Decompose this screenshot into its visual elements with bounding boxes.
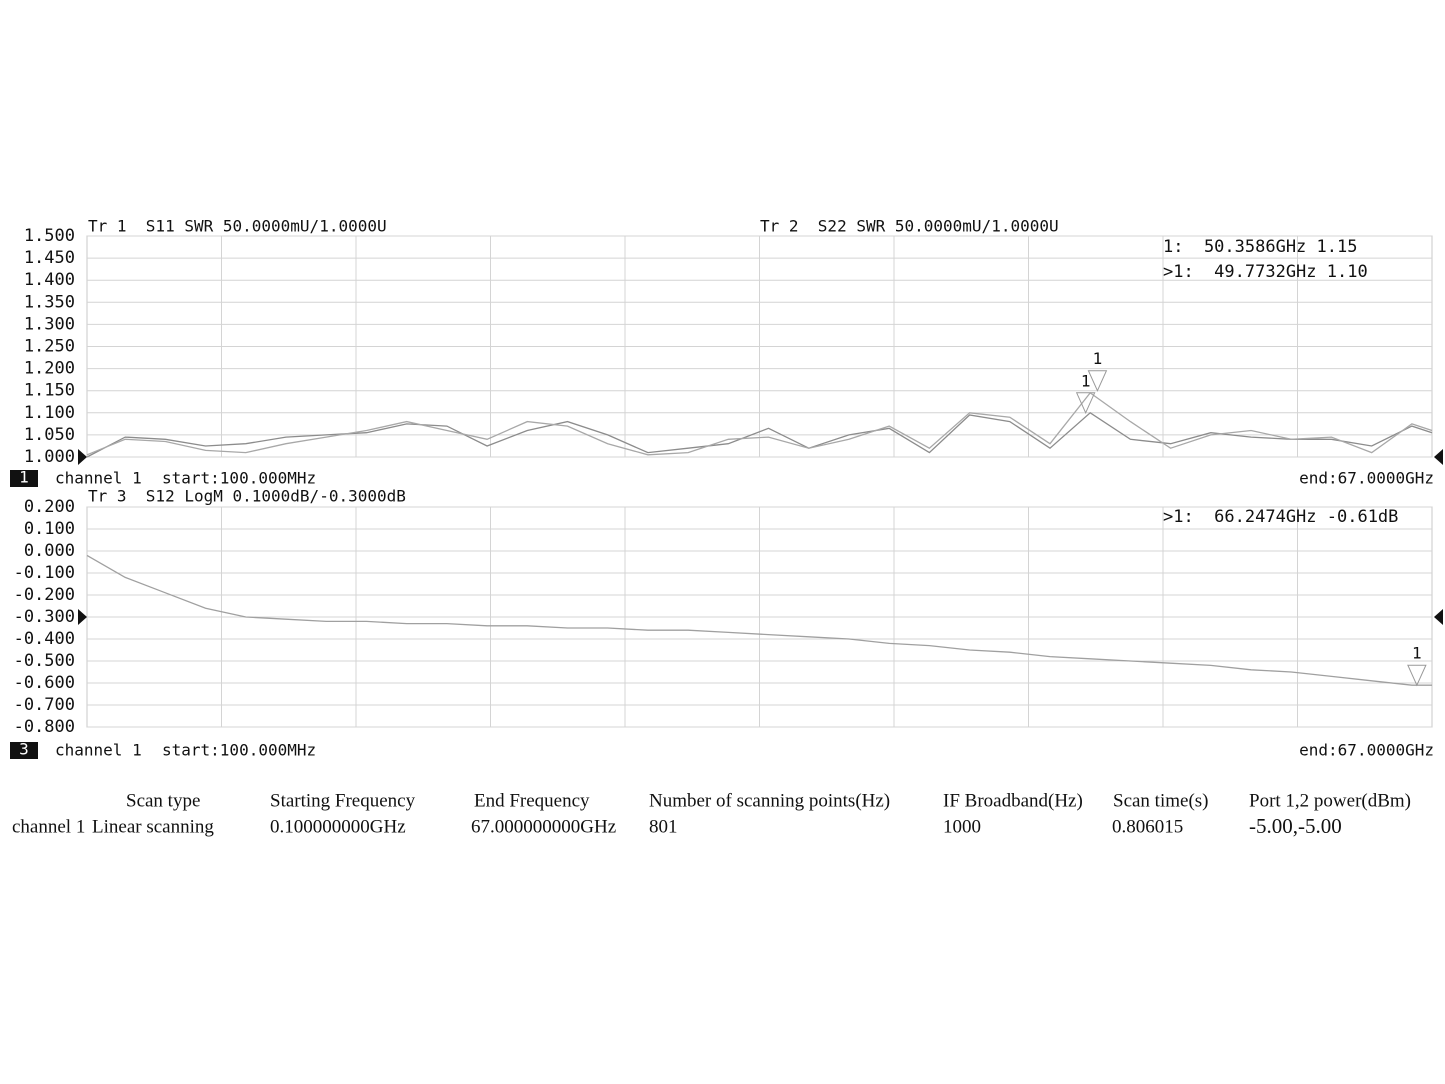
y-tick-label: 1.050 [24,425,75,445]
y-tick-label: -0.500 [14,651,75,671]
table-cell: -5.00,-5.00 [1249,814,1342,838]
table-header: Port 1,2 power(dBm) [1249,790,1411,811]
y-tick-label: -0.700 [14,695,75,715]
marker-readout: 1: 50.3586GHz 1.15 [1163,237,1357,257]
trace-label: Tr 3 S12 LogM 0.1000dB/-0.3000dB [88,487,406,506]
y-tick-label: 1.450 [24,248,75,268]
y-tick-label: -0.600 [14,673,75,693]
marker-number: 1 [1093,349,1103,368]
start-frequency: start:100.000MHz [162,469,316,488]
y-tick-label: -0.300 [14,607,75,627]
trace-line [86,411,1433,458]
trace-label: Tr 1 S11 SWR 50.0000mU/1.0000U [88,217,387,236]
marker-triangle [1407,664,1427,687]
channel-name: channel 1 [55,741,142,760]
ref-pointer-left [78,609,87,625]
y-tick-label: 0.100 [24,519,75,539]
y-tick-label: -0.400 [14,629,75,649]
table-cell: 67.000000000GHz [471,816,616,837]
y-tick-label: 1.000 [24,447,75,467]
channel-name: channel 1 [55,469,142,488]
y-tick-label: 1.100 [24,403,75,423]
channel-badge [10,742,38,759]
y-tick-label: 1.400 [24,270,75,290]
table-header: Starting Frequency [270,790,416,811]
table-cell: 0.806015 [1112,816,1183,837]
marker-number: 1 [1081,371,1091,390]
table-cell: 0.100000000GHz [270,816,406,837]
start-frequency: start:100.000MHz [162,741,316,760]
trace-line [86,392,1433,456]
table-header: Number of scanning points(Hz) [649,790,890,811]
marker-readout: >1: 66.2474GHz -0.61dB [1163,507,1398,527]
end-frequency: end:67.0000GHz [1299,741,1434,760]
table-cell: 801 [649,816,678,837]
ref-pointer-left [78,449,87,465]
marker-triangle [1087,370,1108,392]
y-tick-label: 1.300 [24,314,75,334]
ref-pointer-right [1434,609,1443,625]
y-tick-label: 1.150 [24,381,75,401]
trace-label: Tr 2 S22 SWR 50.0000mU/1.0000U [760,217,1059,236]
table-header: Scan time(s) [1113,790,1209,811]
y-tick-label: 1.500 [24,226,75,246]
channel-number: 1 [19,468,29,487]
y-tick-label: 1.250 [24,337,75,357]
table-header: Scan type [126,790,200,811]
y-tick-label: -0.800 [14,717,75,737]
y-tick-label: 0.200 [24,497,75,517]
y-tick-label: -0.100 [14,563,75,583]
table-cell: Linear scanning [92,816,214,837]
table-cell: channel 1 [12,816,85,837]
y-tick-label: 1.200 [24,359,75,379]
marker-readout: >1: 49.7732GHz 1.10 [1163,262,1368,282]
channel-number: 3 [19,740,29,759]
marker-number: 1 [1412,644,1422,663]
y-tick-label: 1.350 [24,292,75,312]
end-frequency: end:67.0000GHz [1299,469,1434,488]
table-cell: 1000 [943,816,981,837]
table-header: IF Broadband(Hz) [943,790,1083,811]
trace-line [86,554,1432,686]
y-tick-label: 0.000 [24,541,75,561]
ref-pointer-right [1434,449,1443,465]
channel-badge [10,470,38,487]
marker-triangle [1075,392,1096,415]
table-header: End Frequency [474,790,590,811]
y-tick-label: -0.200 [14,585,75,605]
